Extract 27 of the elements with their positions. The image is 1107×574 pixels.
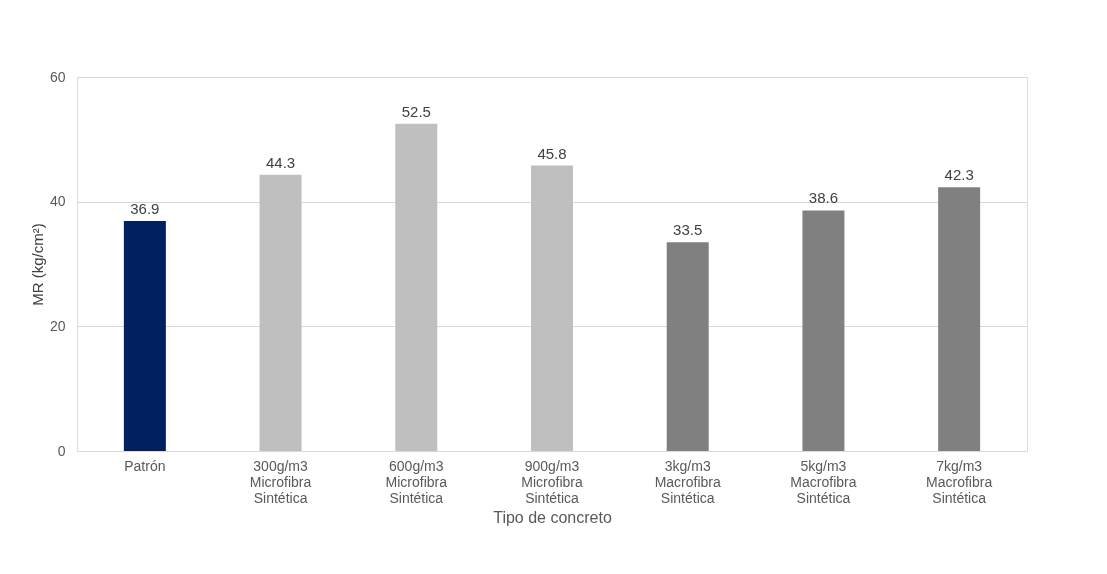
bar bbox=[123, 220, 166, 451]
y-tick-label: 0 bbox=[57, 442, 66, 459]
x-axis-title: Tipo de concreto bbox=[493, 508, 612, 526]
x-tick-label: 7kg/m3 Macrofibra Sintética bbox=[926, 457, 993, 506]
y-axis-title: MR (kg/cm²) bbox=[28, 223, 46, 306]
data-label: 42.3 bbox=[944, 166, 974, 184]
data-label: 45.8 bbox=[537, 144, 567, 162]
bar bbox=[531, 165, 573, 451]
bar bbox=[259, 174, 302, 451]
bar bbox=[802, 210, 845, 451]
x-tick-label: 5kg/m3 Macrofibra Sintética bbox=[790, 457, 857, 506]
y-tick-label: 20 bbox=[49, 317, 66, 334]
x-tick-label: 900g/m3 Microfibra Sintética bbox=[521, 457, 583, 506]
x-tick-label: 600g/m3 Microfibra Sintética bbox=[385, 457, 448, 506]
data-label: 52.5 bbox=[401, 102, 431, 120]
y-tick-label: 60 bbox=[49, 68, 66, 85]
data-label: 36.9 bbox=[130, 199, 160, 217]
y-tick-label: 40 bbox=[49, 193, 66, 210]
x-tick-label: 300g/m3 Microfibra Sintética bbox=[249, 457, 312, 506]
x-tick-label: 3kg/m3 Macrofibra Sintética bbox=[654, 457, 721, 506]
bar bbox=[395, 123, 438, 451]
data-label: 33.5 bbox=[673, 221, 703, 239]
bar bbox=[938, 187, 981, 451]
x-tick-label: Patrón bbox=[124, 457, 166, 474]
data-label: 44.3 bbox=[265, 153, 296, 171]
bar bbox=[666, 242, 709, 451]
data-label: 38.6 bbox=[808, 189, 839, 207]
